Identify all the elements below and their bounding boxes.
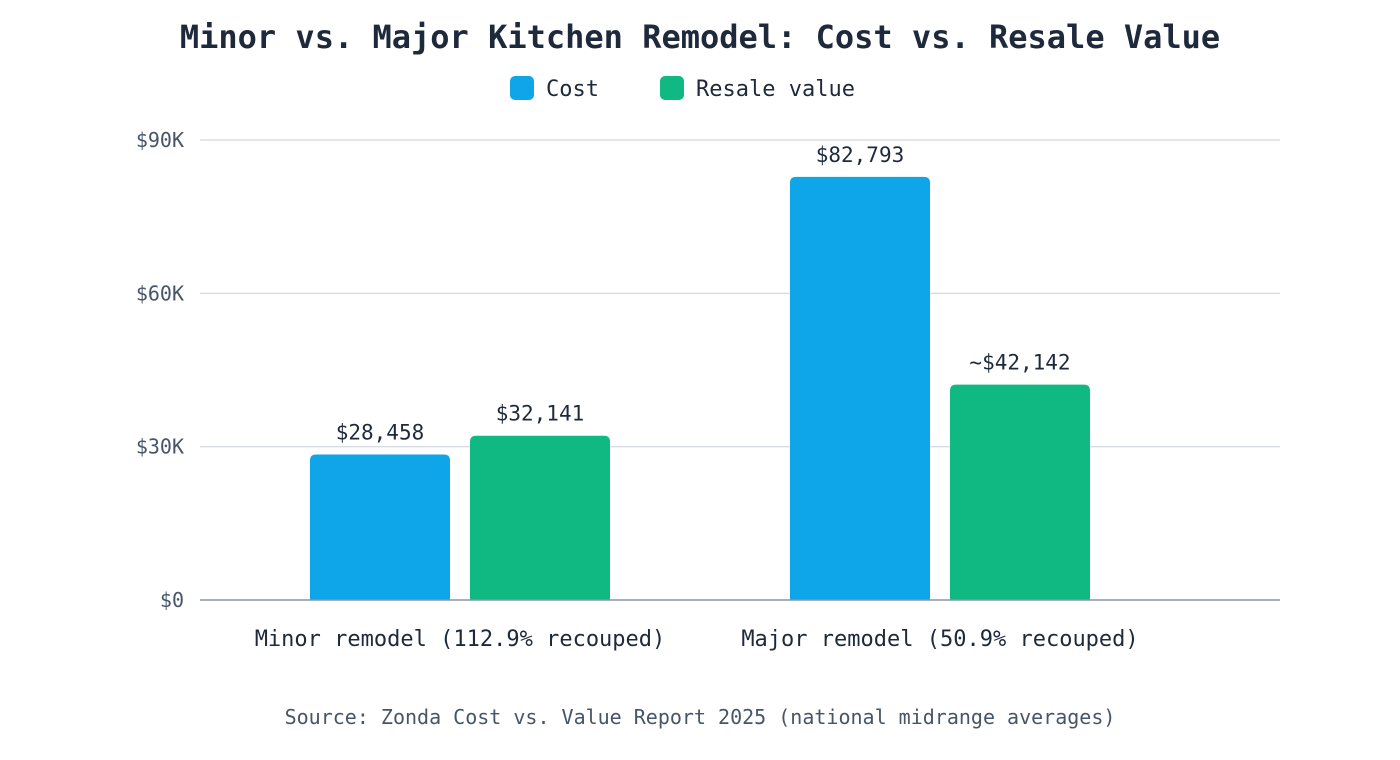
gridlines — [200, 139, 1280, 448]
legend-swatch-cost — [510, 76, 534, 100]
data-label: $28,458 — [336, 421, 425, 445]
x-axis: Minor remodel (112.9% recouped) Major rem… — [200, 599, 1280, 652]
y-tick-label: $0 — [160, 588, 184, 612]
bars: $28,458 $32,141 $82,793 ~$42,142 — [310, 143, 1090, 600]
bar-cost-minor — [310, 454, 450, 600]
legend-label-resale-value: Resale value — [696, 77, 855, 102]
y-tick-label: $90K — [136, 128, 184, 152]
y-axis: $0 $30K $60K $90K — [136, 128, 184, 612]
data-label: $32,141 — [496, 402, 585, 426]
legend: Cost Resale value — [510, 76, 855, 102]
legend-label-cost: Cost — [546, 77, 599, 102]
y-tick-label: $60K — [136, 281, 184, 305]
chart-title: Minor vs. Major Kitchen Remodel: Cost vs… — [180, 18, 1220, 56]
bar-resale-value-major — [950, 384, 1090, 600]
data-label: $82,793 — [816, 143, 905, 167]
legend-swatch-resale-value — [660, 76, 684, 100]
bar-resale-value-minor — [470, 435, 610, 600]
x-category-label: Minor remodel (112.9% recouped) — [255, 627, 666, 652]
source-note: Source: Zonda Cost vs. Value Report 2025… — [285, 705, 1116, 729]
x-category-label: Major remodel (50.9% recouped) — [741, 627, 1138, 652]
bar-cost-major — [790, 176, 930, 600]
data-label: ~$42,142 — [969, 351, 1070, 375]
y-tick-label: $30K — [136, 435, 184, 459]
